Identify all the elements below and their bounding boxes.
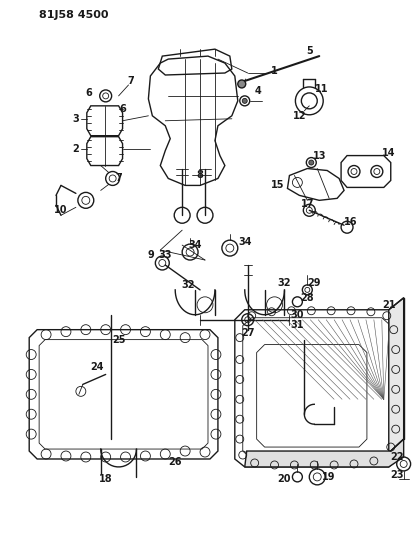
Text: 34: 34 (238, 237, 252, 247)
Text: 26: 26 (169, 457, 182, 467)
Text: 32: 32 (278, 278, 291, 288)
Text: 11: 11 (314, 84, 328, 94)
Text: 6: 6 (85, 88, 92, 98)
Text: 7: 7 (115, 173, 122, 183)
Text: 18: 18 (99, 474, 112, 484)
Polygon shape (389, 298, 404, 459)
Text: 10: 10 (54, 205, 68, 215)
Text: 16: 16 (344, 217, 358, 227)
Text: 9: 9 (147, 250, 154, 260)
Text: 20: 20 (278, 474, 291, 484)
Text: 1: 1 (271, 66, 278, 76)
Text: 32: 32 (181, 280, 195, 290)
Text: 13: 13 (313, 151, 326, 160)
Text: 12: 12 (293, 111, 306, 121)
Text: 17: 17 (301, 199, 314, 209)
Text: 21: 21 (382, 300, 396, 310)
Text: 8: 8 (197, 171, 204, 181)
Text: 31: 31 (291, 320, 304, 330)
Text: 3: 3 (73, 114, 79, 124)
Text: 28: 28 (301, 293, 314, 303)
Text: 14: 14 (382, 148, 396, 158)
Text: 81J58 4500: 81J58 4500 (39, 10, 109, 20)
Text: 6: 6 (119, 104, 126, 114)
Text: 29: 29 (308, 278, 321, 288)
Text: 33: 33 (159, 250, 172, 260)
Text: 34: 34 (188, 240, 202, 250)
Text: 7: 7 (127, 76, 134, 86)
Polygon shape (245, 439, 404, 467)
Text: 24: 24 (90, 362, 104, 373)
Text: 23: 23 (390, 470, 404, 480)
Text: 15: 15 (271, 181, 284, 190)
Text: 30: 30 (291, 310, 304, 320)
Text: 27: 27 (241, 328, 254, 337)
Text: 19: 19 (323, 472, 336, 482)
Text: 2: 2 (73, 143, 79, 154)
Text: 22: 22 (390, 452, 404, 462)
Circle shape (309, 160, 314, 165)
Text: 5: 5 (306, 46, 313, 56)
Text: 25: 25 (113, 335, 126, 345)
Text: 4: 4 (254, 86, 261, 96)
Circle shape (238, 80, 246, 88)
Circle shape (242, 99, 247, 103)
